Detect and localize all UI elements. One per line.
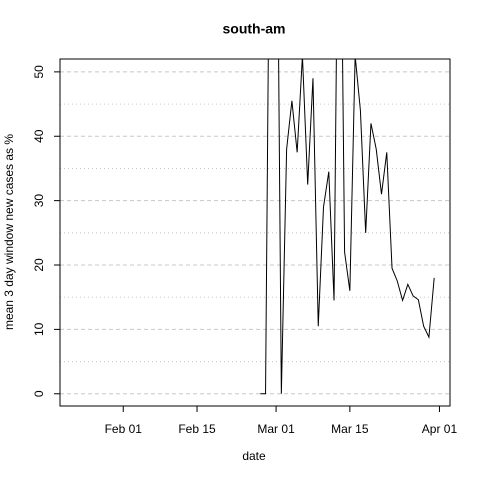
y-tick-label: 0 (32, 390, 46, 397)
x-tick-label: Mar 01 (257, 422, 295, 436)
x-tick-label: Apr 01 (422, 422, 458, 436)
y-tick-label: 40 (32, 129, 46, 143)
x-tick-label: Feb 15 (178, 422, 216, 436)
y-axis-label: mean 3 day window new cases as % (2, 134, 16, 330)
y-tick-label: 50 (32, 65, 46, 79)
data-line (260, 59, 435, 395)
plot-frame (59, 58, 451, 407)
x-tick-label: Feb 01 (105, 422, 143, 436)
x-tick-label: Mar 15 (331, 422, 369, 436)
chart-title: south-am (223, 21, 286, 37)
y-tick-label: 30 (32, 194, 46, 208)
y-tick-label: 20 (32, 258, 46, 272)
y-tick-label: 10 (32, 322, 46, 336)
x-axis-label: date (242, 449, 266, 463)
